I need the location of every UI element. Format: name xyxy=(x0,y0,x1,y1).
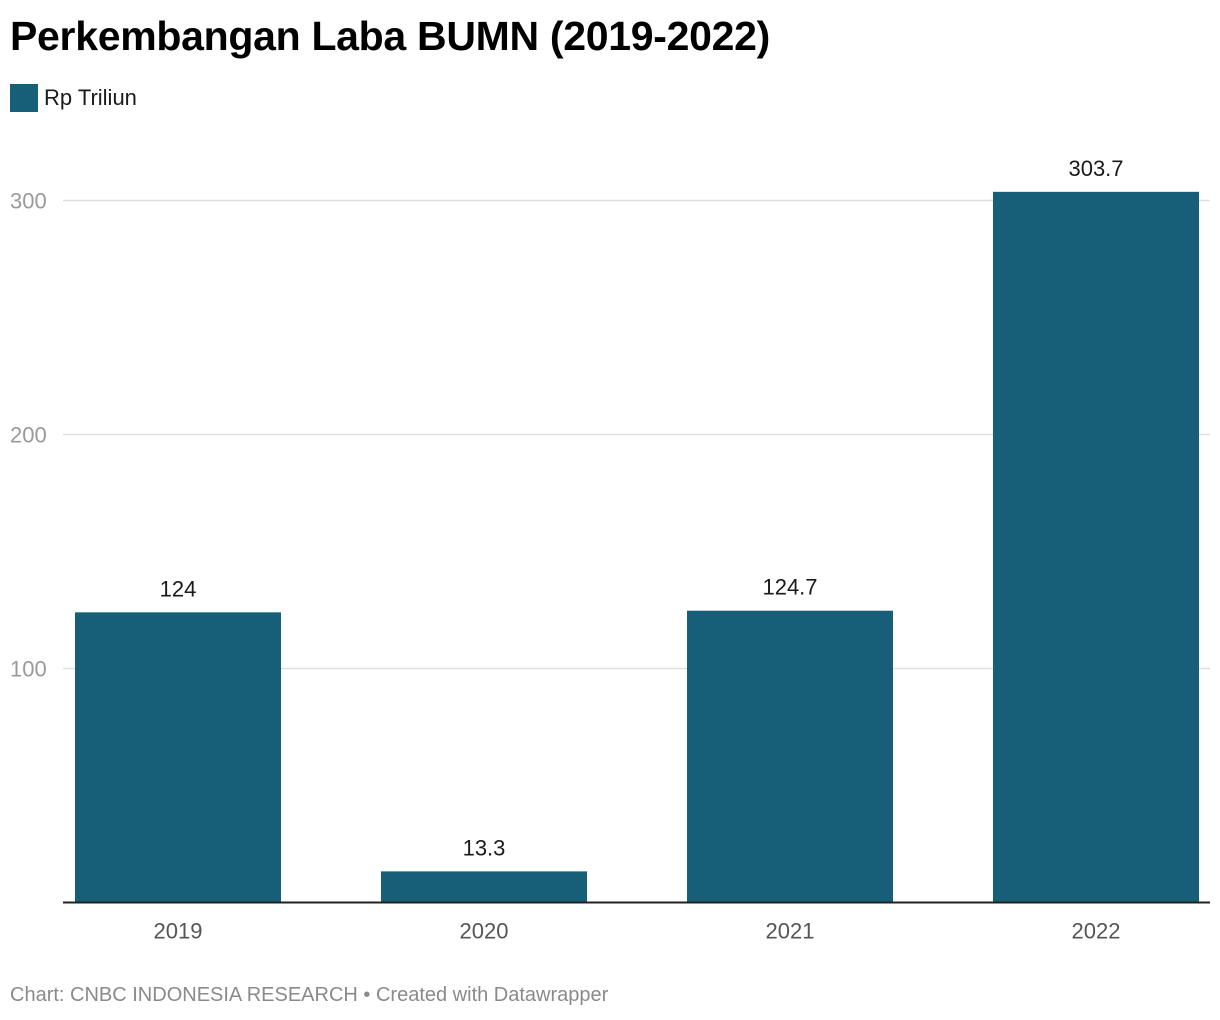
x-tick-label: 2019 xyxy=(154,919,203,944)
bar-value-label: 124.7 xyxy=(762,575,817,600)
bar-2021 xyxy=(687,610,893,903)
legend-label: Rp Triliun xyxy=(44,85,137,110)
legend-swatch xyxy=(10,84,38,112)
bar-2022 xyxy=(993,191,1199,903)
bar-2020 xyxy=(381,871,587,903)
bar-value-label: 13.3 xyxy=(463,835,506,860)
chart-footer: Chart: CNBC INDONESIA RESEARCH • Created… xyxy=(10,984,609,1006)
y-tick-label: 100 xyxy=(10,657,47,682)
x-tick-label: 2022 xyxy=(1072,919,1121,944)
bar-value-label: 124 xyxy=(160,576,197,601)
y-tick-label: 200 xyxy=(10,423,47,448)
bar-2019 xyxy=(75,612,281,903)
x-tick-label: 2021 xyxy=(766,919,815,944)
x-tick-label: 2020 xyxy=(460,919,509,944)
y-tick-label: 300 xyxy=(10,189,47,214)
chart-title: Perkembangan Laba BUMN (2019-2022) xyxy=(10,13,770,59)
bar-value-label: 303.7 xyxy=(1068,156,1123,181)
legend: Rp Triliun xyxy=(10,84,137,112)
